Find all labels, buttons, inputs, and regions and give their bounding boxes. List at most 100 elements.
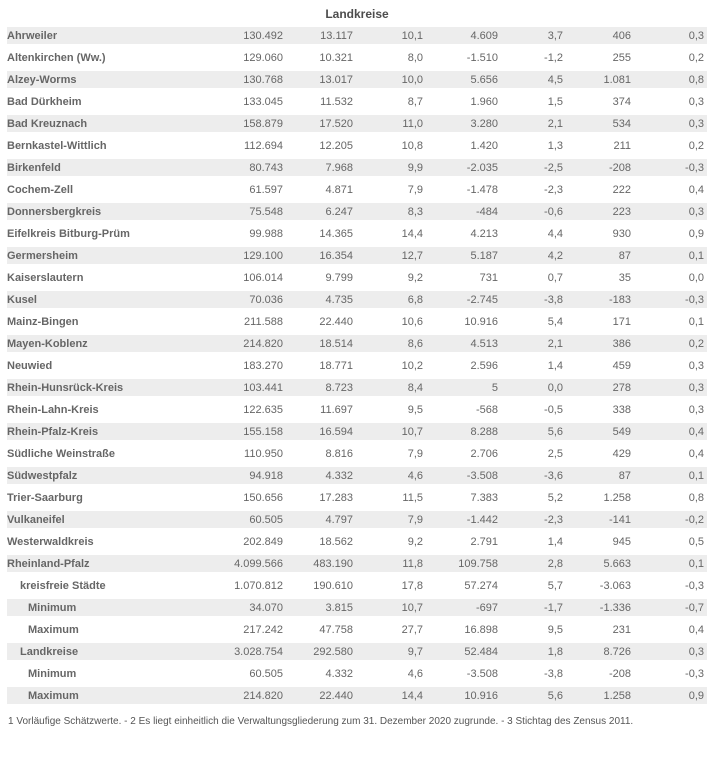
value-cell: 8.288 [425,421,500,443]
value-cell: 60.505 [155,509,285,531]
value-cell: 5.663 [565,553,633,575]
value-cell: -697 [425,597,500,619]
value-cell: 87 [565,465,633,487]
value-cell: 2,5 [500,443,565,465]
value-cell: -0,7 [633,597,707,619]
value-cell: -183 [565,289,633,311]
value-cell: 2,1 [500,113,565,135]
value-cell: 80.743 [155,157,285,179]
value-cell: 0,9 [633,685,707,707]
value-cell: 10,1 [355,25,425,47]
table-row: Maximum 214.820 22.440 14,4 10.916 5,6 1.258 0,… [7,685,707,707]
value-cell: 0,8 [633,487,707,509]
value-cell: 429 [565,443,633,465]
value-cell: 17.520 [285,113,355,135]
value-cell: 0,3 [633,641,707,663]
value-cell: -208 [565,663,633,685]
value-cell: -3.063 [565,575,633,597]
value-cell: 5.656 [425,69,500,91]
value-cell: 9.799 [285,267,355,289]
value-cell: 10.916 [425,685,500,707]
value-cell: 11,8 [355,553,425,575]
value-cell: 2,8 [500,553,565,575]
value-cell: 406 [565,25,633,47]
value-cell: 106.014 [155,267,285,289]
value-cell: 110.950 [155,443,285,465]
value-cell: -1.510 [425,47,500,69]
page: Landkreise Ahrweiler 130.492 13.117 10,1 4.6… [7,7,707,727]
value-cell: 0,3 [633,201,707,223]
district-name-cell: Bad Kreuznach [7,113,155,135]
value-cell: 292.580 [285,641,355,663]
value-cell: 8,7 [355,91,425,113]
value-cell: 214.820 [155,333,285,355]
district-name-cell: Westerwaldkreis [7,531,155,553]
value-cell: 14,4 [355,223,425,245]
value-cell: 4.099.566 [155,553,285,575]
value-cell: 190.610 [285,575,355,597]
value-cell: -2,3 [500,509,565,531]
value-cell: 7,9 [355,443,425,465]
value-cell: 7.383 [425,487,500,509]
value-cell: -3,8 [500,289,565,311]
table-row: Bad Dürkheim 133.045 11.532 8,7 1.960 1,5 374 0… [7,91,707,113]
value-cell: 211.588 [155,311,285,333]
district-name-cell: Südwestpfalz [7,465,155,487]
value-cell: 1.258 [565,685,633,707]
value-cell: 338 [565,399,633,421]
value-cell: 0,2 [633,135,707,157]
value-cell: -2,3 [500,179,565,201]
value-cell: 5 [425,377,500,399]
value-cell: 459 [565,355,633,377]
value-cell: 278 [565,377,633,399]
value-cell: 16.898 [425,619,500,641]
value-cell: -2.035 [425,157,500,179]
value-cell: -0,2 [633,509,707,531]
value-cell: 1,4 [500,531,565,553]
district-name-cell: Altenkirchen (Ww.) [7,47,155,69]
value-cell: 13.117 [285,25,355,47]
value-cell: 4,6 [355,465,425,487]
value-cell: -2.745 [425,289,500,311]
value-cell: 202.849 [155,531,285,553]
district-name-cell: Mayen-Koblenz [7,333,155,355]
value-cell: 8,4 [355,377,425,399]
value-cell: 5,6 [500,421,565,443]
value-cell: 0,0 [633,267,707,289]
table-row: Cochem-Zell 61.597 4.871 7,9 -1.478 -2,3 222 0,… [7,179,707,201]
value-cell: -0,3 [633,575,707,597]
district-name-cell: Mainz-Bingen [7,311,155,333]
value-cell: 5,2 [500,487,565,509]
value-cell: 0,8 [633,69,707,91]
value-cell: 10,0 [355,69,425,91]
district-name-cell: Landkreise [7,641,155,663]
value-cell: -484 [425,201,500,223]
value-cell: 9,7 [355,641,425,663]
value-cell: 0,3 [633,377,707,399]
value-cell: 0,3 [633,399,707,421]
table-row: Birkenfeld 80.743 7.968 9,9 -2.035 -2,5 -208 -0… [7,157,707,179]
value-cell: 0,1 [633,311,707,333]
value-cell: 18.514 [285,333,355,355]
value-cell: 10.916 [425,311,500,333]
value-cell: 4,6 [355,663,425,685]
table-row: Bernkastel-Wittlich 112.694 12.205 10,8 1.42… [7,135,707,157]
value-cell: 1,8 [500,641,565,663]
value-cell: 130.492 [155,25,285,47]
value-cell: 2.791 [425,531,500,553]
value-cell: 0,9 [633,223,707,245]
value-cell: 0,1 [633,465,707,487]
value-cell: 0,1 [633,553,707,575]
value-cell: 5.187 [425,245,500,267]
value-cell: 34.070 [155,597,285,619]
value-cell: 9,9 [355,157,425,179]
value-cell: 0,2 [633,333,707,355]
value-cell: 11,0 [355,113,425,135]
value-cell: 534 [565,113,633,135]
table-row: Minimum 60.505 4.332 4,6 -3.508 -3,8 -208 -0,3 [7,663,707,685]
value-cell: 0,5 [633,531,707,553]
value-cell: 10.321 [285,47,355,69]
table-body: Ahrweiler 130.492 13.117 10,1 4.609 3,7 406 0,3… [7,25,707,707]
value-cell: 22.440 [285,685,355,707]
value-cell: 8,6 [355,333,425,355]
